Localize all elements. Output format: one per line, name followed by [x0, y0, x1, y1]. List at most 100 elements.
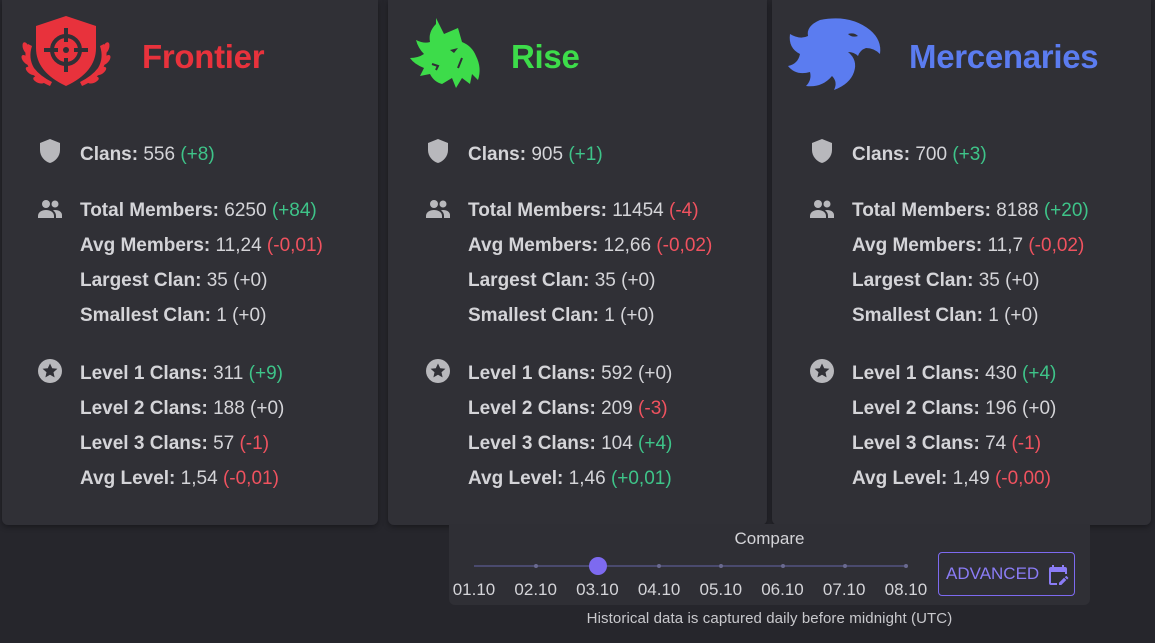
slider-tick[interactable] — [719, 564, 724, 568]
stat-label: Level 3 Clans: — [852, 433, 980, 454]
shield-icon — [36, 137, 64, 165]
stat-row: Largest Clan: 35 (+0) — [468, 269, 655, 293]
stat-delta: (+0) — [638, 363, 673, 384]
stat-row: Avg Level: 1,54 (-0,01) — [80, 467, 279, 491]
stat-label: Level 1 Clans: — [468, 363, 596, 384]
stat-label: Level 3 Clans: — [468, 433, 596, 454]
stat-delta: (+9) — [248, 363, 283, 384]
stat-label: Level 2 Clans: — [852, 398, 980, 419]
advanced-label: ADVANCED — [946, 564, 1040, 583]
stat-row: Level 3 Clans: 74 (-1) — [852, 432, 1041, 456]
stat-delta: (-1) — [1011, 433, 1042, 454]
stat-value: 35 — [206, 270, 228, 291]
stat-delta: (+0) — [620, 305, 655, 326]
date-label[interactable]: 05.10 — [699, 580, 743, 599]
stat-label: Clans: — [468, 144, 527, 165]
stat-row: Largest Clan: 35 (+0) — [80, 269, 267, 293]
stat-row: Total Members: 11454 (-4) — [468, 199, 699, 223]
stat-value: 556 — [143, 144, 176, 165]
stat-row: Level 1 Clans: 430 (+4) — [852, 362, 1056, 386]
slider-tick[interactable] — [657, 564, 662, 568]
slider-tick[interactable] — [842, 564, 847, 568]
stat-delta: (+0) — [1005, 270, 1040, 291]
stat-value: 74 — [985, 433, 1007, 454]
people-icon — [808, 195, 836, 223]
stat-clans: Clans: 905 (+1) — [468, 143, 603, 167]
stat-value: 12,66 — [603, 235, 652, 256]
stat-delta: (+0) — [232, 305, 267, 326]
stat-row: Level 2 Clans: 196 (+0) — [852, 397, 1056, 421]
stat-label: Level 1 Clans: — [80, 363, 208, 384]
date-label[interactable]: 06.10 — [761, 580, 804, 599]
stat-delta: (-0,01) — [222, 468, 279, 489]
stat-label: Avg Level: — [468, 468, 564, 489]
faction-card-frontier: Frontier Clans: 556 (+8) Total Members: 6… — [2, 0, 378, 525]
slider-tick[interactable] — [904, 564, 909, 568]
stat-value: 11,24 — [215, 235, 262, 256]
stat-delta: (+0) — [233, 270, 268, 291]
stat-row: Total Members: 8188 (+20) — [852, 199, 1089, 223]
advanced-button[interactable]: ADVANCED — [938, 552, 1075, 596]
stat-value: 592 — [601, 363, 633, 384]
stat-delta: (-3) — [638, 398, 668, 419]
stat-label: Smallest Clan: — [852, 305, 983, 326]
slider-tick[interactable] — [780, 564, 785, 568]
stat-label: Smallest Clan: — [468, 305, 599, 326]
date-label[interactable]: 08.10 — [884, 580, 928, 599]
stat-value: 1 — [988, 305, 999, 326]
stat-delta: (+8) — [180, 144, 215, 165]
stat-value: 6250 — [224, 200, 267, 221]
stat-label: Avg Members: — [468, 235, 599, 256]
date-slider-thumb[interactable] — [589, 557, 608, 575]
stat-label: Level 2 Clans: — [80, 398, 208, 419]
stat-delta: (+4) — [638, 433, 673, 454]
date-label[interactable]: 03.10 — [576, 580, 619, 599]
date-label[interactable]: 02.10 — [514, 580, 557, 599]
stat-label: Total Members: — [80, 200, 220, 221]
stat-label: Avg Level: — [852, 468, 948, 489]
stat-row: Largest Clan: 35 (+0) — [852, 269, 1039, 293]
star-circle-icon — [424, 357, 452, 385]
eagle-head-icon — [788, 18, 881, 91]
stat-delta: (+84) — [271, 200, 317, 221]
date-label[interactable]: 04.10 — [637, 580, 681, 599]
stat-value: 311 — [213, 363, 244, 384]
stat-delta: (-0,01) — [266, 235, 323, 256]
stat-row: Smallest Clan: 1 (+0) — [852, 304, 1038, 328]
star-circle-icon — [808, 357, 836, 385]
stat-label: Smallest Clan: — [80, 305, 211, 326]
stat-value: 196 — [985, 398, 1017, 419]
stat-delta: (+1) — [568, 144, 603, 165]
stat-delta: (+0) — [1004, 305, 1039, 326]
stat-clans: Clans: 700 (+3) — [852, 143, 987, 167]
faction-name: Rise — [511, 38, 580, 75]
compare-title: Compare — [734, 529, 805, 548]
stat-row: Total Members: 6250 (+84) — [80, 199, 317, 223]
slider-tick[interactable] — [534, 564, 538, 568]
calendar-edit-icon — [1049, 565, 1069, 585]
faction-name: Mercenaries — [909, 38, 1099, 75]
date-slider-track[interactable] — [474, 565, 906, 567]
stat-value: 1 — [216, 305, 227, 326]
stat-value: 430 — [985, 363, 1017, 384]
stat-value: 57 — [213, 433, 235, 454]
stat-delta: (-0,02) — [1028, 235, 1085, 256]
crosshair-shield-laurel-icon — [21, 16, 111, 86]
stat-value: 35 — [594, 270, 616, 291]
stat-delta: (-1) — [239, 433, 270, 454]
stat-value: 35 — [978, 270, 1000, 291]
stat-row: Avg Members: 12,66 (-0,02) — [468, 234, 712, 258]
wolf-head-icon — [410, 18, 480, 88]
stat-label: Largest Clan: — [80, 270, 202, 291]
stat-label: Clans: — [852, 144, 911, 165]
stat-label: Total Members: — [468, 200, 608, 221]
date-label[interactable]: 01.10 — [452, 580, 496, 599]
date-label[interactable]: 07.10 — [822, 580, 866, 599]
stat-delta: (+0) — [1022, 398, 1057, 419]
shield-icon — [808, 137, 836, 165]
stat-label: Largest Clan: — [852, 270, 974, 291]
stat-label: Level 3 Clans: — [80, 433, 208, 454]
stat-delta: (-4) — [669, 200, 699, 221]
stat-row: Level 3 Clans: 104 (+4) — [468, 432, 672, 456]
stat-value: 8188 — [996, 200, 1039, 221]
